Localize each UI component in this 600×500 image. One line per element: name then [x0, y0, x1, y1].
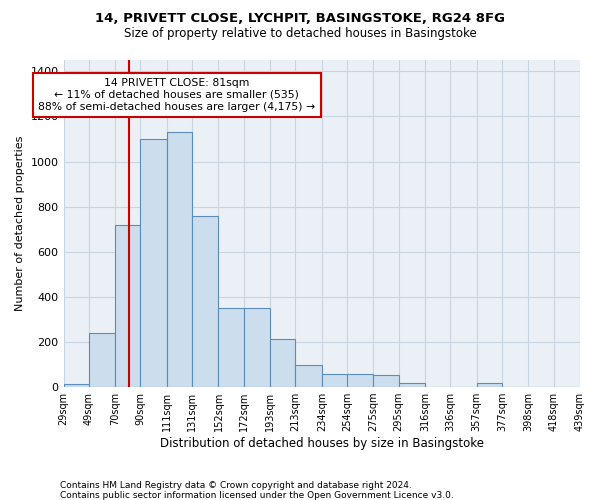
Bar	[295, 364, 322, 387]
Bar	[322, 374, 348, 387]
Bar	[398, 382, 425, 387]
Bar	[270, 338, 295, 387]
Text: 14 PRIVETT CLOSE: 81sqm
← 11% of detached houses are smaller (535)
88% of semi-d: 14 PRIVETT CLOSE: 81sqm ← 11% of detache…	[38, 78, 316, 112]
Text: Size of property relative to detached houses in Basingstoke: Size of property relative to detached ho…	[124, 28, 476, 40]
Text: Contains public sector information licensed under the Open Government Licence v3: Contains public sector information licen…	[60, 491, 454, 500]
Bar	[89, 333, 115, 387]
Bar	[373, 374, 398, 387]
Bar	[218, 308, 244, 387]
Bar	[347, 374, 373, 387]
Bar	[115, 224, 140, 387]
Y-axis label: Number of detached properties: Number of detached properties	[15, 136, 25, 311]
Bar	[140, 139, 167, 387]
Bar	[167, 132, 192, 387]
Bar	[64, 384, 89, 387]
Bar	[244, 308, 270, 387]
Bar	[477, 383, 502, 387]
Bar	[192, 216, 218, 387]
X-axis label: Distribution of detached houses by size in Basingstoke: Distribution of detached houses by size …	[160, 437, 484, 450]
Text: Contains HM Land Registry data © Crown copyright and database right 2024.: Contains HM Land Registry data © Crown c…	[60, 481, 412, 490]
Text: 14, PRIVETT CLOSE, LYCHPIT, BASINGSTOKE, RG24 8FG: 14, PRIVETT CLOSE, LYCHPIT, BASINGSTOKE,…	[95, 12, 505, 26]
